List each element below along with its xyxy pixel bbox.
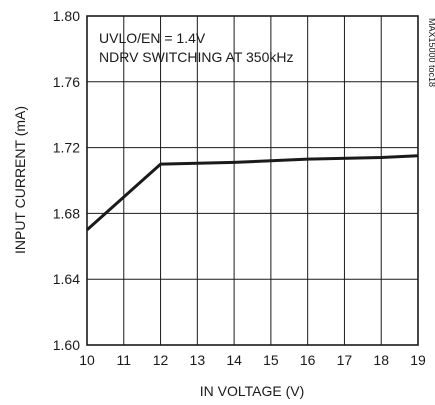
x-tick-label: 16: [300, 352, 316, 368]
plot-frame: [86, 15, 419, 346]
input-current-line: [86, 154, 419, 232]
y-axis-label: INPUT CURRENT (mA): [12, 106, 28, 254]
y-tick-label: 1.60: [53, 337, 80, 353]
y-tick-label: 1.68: [53, 205, 80, 221]
x-tick-label: 10: [79, 352, 95, 368]
y-tick-label: 1.64: [53, 271, 80, 287]
x-tick-label: 19: [410, 352, 426, 368]
x-tick-label: 17: [337, 352, 353, 368]
x-tick-label: 18: [373, 352, 389, 368]
x-tick-label: 11: [117, 352, 132, 368]
y-tick-label: 1.72: [53, 140, 80, 156]
x-axis-label: IN VOLTAGE (V): [200, 383, 305, 399]
annotation-ndrv: NDRV SWITCHING AT 350kHz: [99, 49, 293, 65]
y-tick-label: 1.76: [53, 74, 80, 90]
x-tick-label: 12: [153, 352, 169, 368]
y-tick-labels: 1.60 1.64 1.68 1.72 1.76 1.80: [53, 8, 80, 353]
x-tick-label: 13: [190, 352, 206, 368]
x-tick-label: 15: [263, 352, 279, 368]
annotation-uvlo: UVLO/EN = 1.4V: [99, 30, 206, 46]
y-tick-label: 1.80: [53, 8, 80, 24]
x-tick-labels: 10 11 12 13 14 15 16 17 18 19: [79, 352, 426, 368]
series-layer: [86, 154, 419, 232]
figure-id: MAX15000 toc18: [427, 18, 435, 87]
grid-lines: [87, 16, 418, 345]
x-tick-label: 14: [226, 352, 242, 368]
